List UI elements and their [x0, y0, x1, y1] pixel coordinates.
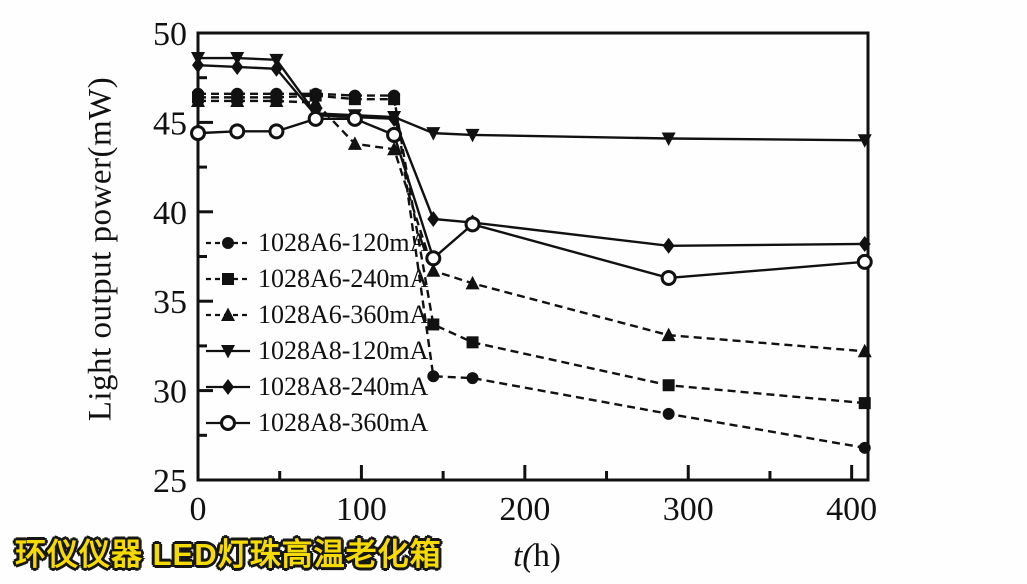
y-tick-label: 45: [153, 105, 187, 142]
marker-diamond: [270, 60, 283, 77]
marker-triangle-down: [465, 128, 480, 143]
legend-item: 1028A8-120mA: [205, 336, 429, 365]
marker-diamond: [192, 57, 204, 74]
marker-diamond: [427, 210, 440, 227]
marker-diamond: [388, 110, 401, 127]
legend-circle-filled-icon: [206, 237, 250, 249]
series-line: [198, 56, 865, 142]
x-tick-label: 100: [336, 491, 387, 528]
legend-label: 1028A6-120mA: [258, 228, 429, 257]
legend-item: 1028A6-240mA: [205, 264, 429, 293]
series-line: [197, 63, 865, 247]
legend-label: 1028A6-360mA: [258, 300, 429, 329]
marker-triangle-down: [221, 345, 235, 359]
marker-square-filled: [427, 318, 440, 331]
marker-triangle-down: [661, 132, 676, 146]
marker-triangle-up: [308, 95, 323, 109]
legend-item: 1028A8-360mA: [205, 408, 429, 437]
legend-triangle-up-filled-icon: [206, 307, 250, 321]
marker-triangle-up: [221, 307, 235, 321]
series-line: [198, 99, 865, 353]
marker-circle-filled: [427, 370, 440, 383]
legend-triangle-down-filled-icon: [206, 345, 250, 359]
marker-triangle-up: [387, 141, 402, 156]
marker-triangle-up: [269, 93, 284, 107]
marker-triangle-down: [857, 134, 872, 148]
x-axis-label: t(h): [513, 538, 561, 574]
marker-triangle-down: [230, 52, 245, 66]
legend-item: 1028A6-120mA: [205, 228, 429, 257]
series-line: [198, 94, 865, 405]
marker-triangle-up: [230, 93, 245, 107]
x-tick-label: 200: [499, 491, 550, 528]
legend-item: 1028A8-240mA: [205, 372, 429, 401]
marker-square-filled: [466, 336, 479, 349]
marker-circle-open: [190, 125, 206, 142]
marker-diamond: [662, 237, 675, 254]
marker-circle-open: [268, 123, 285, 140]
chart-legend: 1028A6-120mA 1028A6-240mA 1028A6-360mA 1028…: [205, 228, 429, 447]
series-line: [197, 117, 865, 280]
marker-circle-open: [229, 123, 246, 140]
marker-circle-open: [346, 110, 363, 127]
legend-label: 1028A8-360mA: [258, 408, 429, 437]
marker-triangle-up: [661, 327, 676, 342]
watermark-text: 环仪仪器 LED灯珠高温老化箱: [15, 537, 442, 572]
marker-triangle-down: [426, 127, 441, 141]
marker-circle-open: [307, 110, 324, 127]
legend-label: 1028A8-240mA: [258, 372, 429, 401]
marker-circle-filled: [662, 407, 675, 420]
marker-circle-open: [220, 415, 236, 431]
series-line: [198, 92, 865, 449]
marker-circle-open: [386, 126, 403, 143]
marker-circle-open: [425, 250, 442, 267]
y-tick-label: 35: [153, 284, 187, 321]
legend-circle-open-icon: [206, 415, 250, 431]
x-tick-label: 300: [663, 491, 714, 528]
marker-triangle-up: [857, 343, 872, 358]
marker-square-filled: [388, 93, 401, 106]
legend-diamond-filled-icon: [206, 379, 250, 395]
y-axis-label: Light output power(mW): [82, 76, 119, 422]
marker-diamond: [231, 58, 244, 75]
legend-item: 1028A6-360mA: [205, 300, 429, 329]
marker-triangle-down: [269, 53, 284, 68]
legend-label: 1028A6-240mA: [258, 264, 429, 293]
y-tick-label: 40: [153, 195, 187, 232]
marker-circle-open: [856, 253, 873, 270]
marker-square-filled: [222, 273, 234, 285]
marker-diamond: [858, 235, 871, 252]
marker-circle-filled: [222, 237, 234, 249]
marker-circle-filled: [466, 372, 479, 385]
marker-triangle-up: [191, 93, 205, 107]
legend-square-filled-icon: [206, 273, 250, 285]
marker-circle-open: [660, 269, 677, 286]
y-tick-label: 30: [153, 374, 187, 411]
marker-square-filled: [662, 379, 675, 392]
x-tick-label: 0: [190, 491, 207, 528]
marker-triangle-up: [347, 136, 362, 150]
marker-triangle-up: [426, 263, 441, 277]
x-tick-label: 400: [826, 491, 877, 528]
legend-label: 1028A8-120mA: [258, 336, 429, 365]
marker-circle-filled: [858, 441, 871, 454]
y-tick-label: 50: [153, 16, 187, 53]
marker-square-filled: [348, 93, 361, 106]
marker-triangle-up: [465, 275, 480, 290]
y-tick-label: 25: [153, 463, 187, 500]
marker-circle-open: [464, 216, 481, 233]
marker-diamond: [222, 379, 234, 395]
marker-square-filled: [858, 397, 871, 410]
